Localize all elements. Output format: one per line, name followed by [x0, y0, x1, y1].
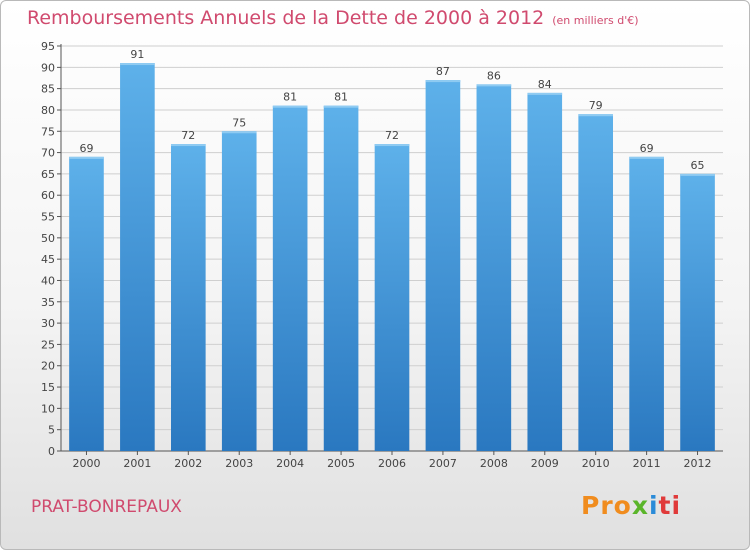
bar-2002	[170, 144, 206, 452]
y-tick-label: 85	[41, 83, 55, 96]
bar-2008	[476, 84, 512, 452]
x-tick-label-2011: 2011	[633, 457, 661, 470]
y-tick-label: 45	[41, 253, 55, 266]
bar-2000	[69, 156, 104, 451]
x-tick-label-2003: 2003	[225, 457, 253, 470]
value-label-2006: 72	[385, 129, 399, 142]
bar-2001	[120, 63, 155, 451]
x-tick-label-2002: 2002	[174, 457, 202, 470]
x-tick-label-2008: 2008	[480, 457, 508, 470]
y-tick-label: 95	[41, 40, 55, 53]
value-label-2011: 69	[640, 142, 654, 155]
y-tick-label: 40	[41, 274, 55, 287]
logo-part: Pro	[581, 491, 632, 520]
bar-highlight	[374, 144, 410, 147]
y-tick-label: 30	[41, 317, 55, 330]
value-label-2002: 72	[181, 129, 195, 142]
y-tick-label: 35	[41, 296, 55, 309]
y-tick-label: 25	[41, 338, 55, 351]
bar-2012	[680, 173, 715, 452]
bar-2004	[272, 105, 308, 452]
y-tick-label: 60	[41, 189, 55, 202]
value-label-2000: 69	[79, 142, 93, 155]
y-tick-label: 15	[41, 381, 55, 394]
bar-highlight	[425, 80, 461, 83]
y-tick-label: 55	[41, 211, 55, 224]
chart-title-text: Remboursements Annuels de la Dette de 20…	[27, 7, 545, 29]
bar-2007	[425, 80, 461, 452]
x-tick-label-2000: 2000	[72, 457, 100, 470]
x-tick-label-2009: 2009	[531, 457, 559, 470]
y-tick-label: 5	[48, 424, 55, 437]
value-label-2009: 84	[538, 78, 552, 91]
value-label-2001: 91	[130, 48, 144, 61]
bar-2009	[527, 92, 563, 451]
y-tick-label: 10	[41, 402, 55, 415]
x-tick-label-2012: 2012	[684, 457, 712, 470]
y-tick-label: 80	[41, 104, 55, 117]
y-tick-label: 90	[41, 61, 55, 74]
x-tick-label-2005: 2005	[327, 457, 355, 470]
bar-highlight	[527, 92, 563, 95]
value-label-2005: 81	[334, 91, 348, 104]
bar-highlight	[120, 63, 155, 66]
bar-2005	[323, 105, 359, 452]
x-tick-label-2006: 2006	[378, 457, 406, 470]
value-label-2012: 65	[691, 159, 705, 172]
value-label-2003: 75	[232, 116, 246, 129]
bar-highlight	[323, 105, 359, 108]
value-label-2008: 86	[487, 69, 501, 82]
bar-2003	[221, 131, 257, 451]
chart-title: Remboursements Annuels de la Dette de 20…	[27, 7, 639, 29]
bar-highlight	[629, 156, 664, 159]
logo-part: ti	[658, 491, 682, 520]
y-tick-label: 50	[41, 232, 55, 245]
value-label-2004: 81	[283, 91, 297, 104]
town-name: PRAT-BONREPAUX	[31, 497, 182, 517]
bar-highlight	[69, 156, 104, 159]
bars	[69, 63, 715, 452]
bar-highlight	[272, 105, 308, 108]
y-tick-label: 0	[48, 445, 55, 458]
value-label-2010: 79	[589, 99, 603, 112]
proxiti-logo: Proxiti	[581, 491, 681, 520]
bar-highlight	[476, 84, 512, 87]
y-tick-label: 20	[41, 360, 55, 373]
x-tick-label-2010: 2010	[582, 457, 610, 470]
bar-2010	[578, 114, 614, 452]
x-tick-label-2007: 2007	[429, 457, 457, 470]
bar-highlight	[170, 144, 206, 147]
bar-highlight	[221, 131, 257, 134]
y-tick-label: 70	[41, 147, 55, 160]
x-tick-label-2001: 2001	[123, 457, 151, 470]
bar-highlight	[680, 173, 715, 176]
bar-2011	[629, 156, 664, 451]
bar-2006	[374, 144, 410, 452]
x-tick-label-2004: 2004	[276, 457, 304, 470]
y-tick-label: 65	[41, 168, 55, 181]
logo-part: i	[648, 491, 659, 520]
chart-unit: (en milliers d'€)	[552, 14, 639, 27]
value-label-2007: 87	[436, 65, 450, 78]
bar-highlight	[578, 114, 614, 117]
logo-part: x	[631, 491, 649, 520]
y-tick-label: 75	[41, 125, 55, 138]
value-labels: 69 91 72 75 81 81 72 87 86 84 79 69 65	[79, 48, 704, 172]
